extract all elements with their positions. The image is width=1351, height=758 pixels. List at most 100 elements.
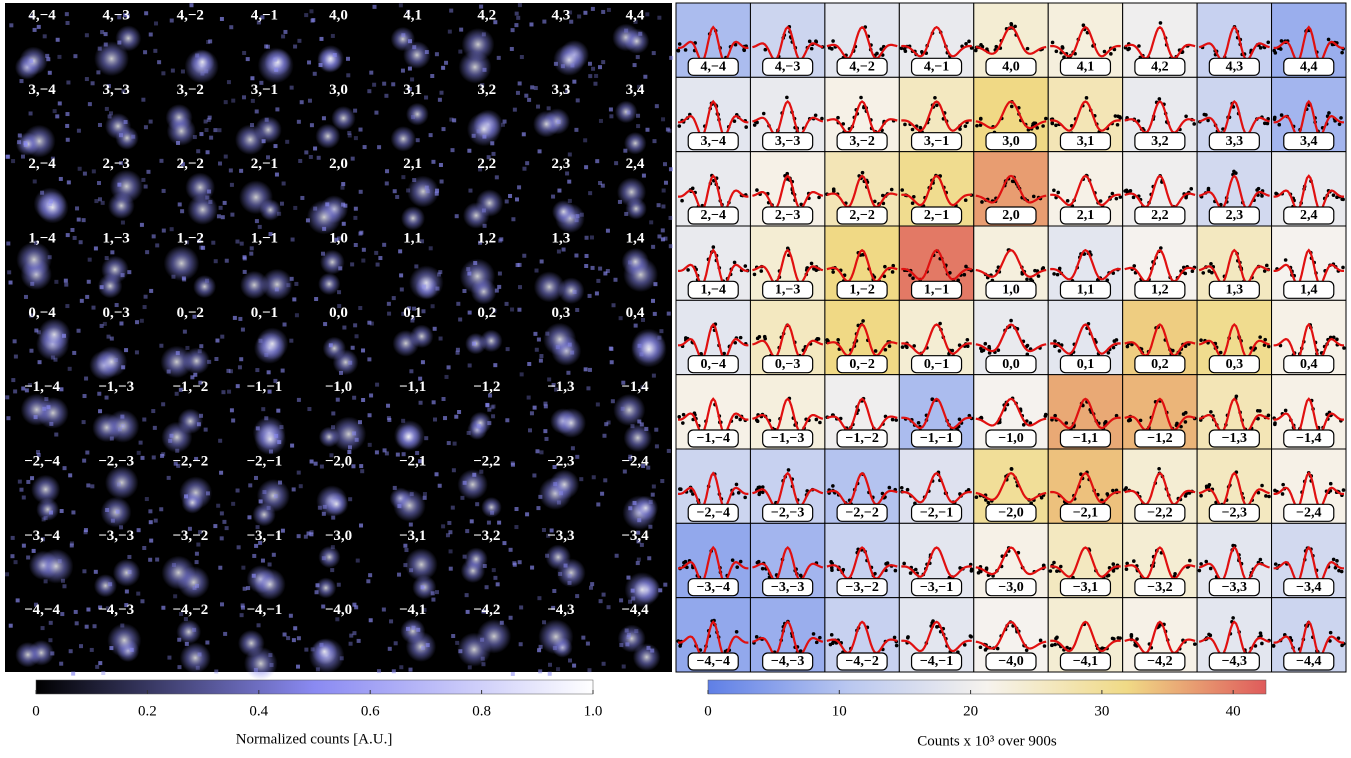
data-point (1055, 636, 1059, 640)
data-point (1010, 467, 1014, 471)
noise-pixel (127, 270, 131, 274)
noise-pixel (29, 349, 33, 353)
noise-pixel (387, 302, 391, 306)
noise-pixel (217, 214, 221, 218)
data-point (1341, 266, 1345, 270)
data-point (684, 48, 688, 52)
cell-label: 0,4 (626, 305, 645, 321)
cell-label: 3,4 (626, 82, 645, 98)
cell-label: 0,−1 (924, 357, 949, 372)
noise-pixel (49, 422, 53, 426)
noise-pixel (145, 250, 149, 254)
noise-pixel (538, 669, 542, 673)
noise-pixel (250, 123, 254, 127)
noise-pixel (275, 107, 279, 111)
data-point (677, 415, 681, 419)
noise-pixel (77, 329, 81, 333)
cell-label: −4,−1 (246, 602, 282, 618)
noise-pixel (162, 189, 166, 193)
intensity-blob (318, 546, 340, 568)
cell-label: 1,−1 (924, 283, 949, 298)
intensity-blob (618, 625, 646, 653)
noise-pixel (542, 20, 546, 24)
data-point (1267, 414, 1271, 418)
noise-pixel (233, 316, 237, 320)
noise-pixel (627, 633, 631, 637)
noise-pixel (481, 657, 485, 661)
noise-pixel (467, 431, 471, 435)
noise-pixel (184, 494, 188, 498)
cell-label: 1,1 (1077, 283, 1095, 298)
noise-pixel (509, 616, 513, 620)
noise-pixel (448, 530, 452, 534)
noise-pixel (323, 322, 327, 326)
data-point (874, 349, 878, 353)
data-point (1116, 636, 1120, 640)
noise-pixel (584, 165, 588, 169)
cell-label: 0,2 (1151, 357, 1169, 372)
noise-pixel (87, 280, 91, 284)
noise-pixel (518, 285, 522, 289)
noise-pixel (337, 290, 341, 294)
noise-pixel (467, 149, 471, 153)
noise-pixel (225, 526, 229, 530)
noise-pixel (374, 111, 378, 115)
intensity-blob (533, 111, 560, 138)
noise-pixel (579, 477, 583, 481)
noise-pixel (261, 407, 265, 411)
intensity-blob (407, 176, 439, 208)
noise-pixel (472, 473, 476, 477)
noise-pixel (44, 397, 48, 401)
noise-pixel (322, 227, 326, 231)
noise-pixel (409, 568, 413, 572)
noise-pixel (591, 67, 595, 71)
data-point (1209, 567, 1213, 571)
noise-pixel (246, 586, 250, 590)
noise-pixel (274, 494, 278, 498)
noise-pixel (542, 528, 546, 532)
data-point (1267, 495, 1271, 499)
noise-pixel (177, 638, 181, 642)
noise-pixel (552, 589, 556, 593)
noise-pixel (540, 259, 544, 263)
cell-label: −2,2 (1147, 506, 1172, 521)
noise-pixel (598, 267, 602, 271)
noise-pixel (653, 282, 657, 286)
data-point (686, 268, 690, 272)
noise-pixel (135, 350, 139, 354)
noise-pixel (628, 260, 632, 264)
noise-pixel (556, 345, 560, 349)
noise-pixel (594, 74, 598, 78)
noise-pixel (306, 218, 310, 222)
noise-pixel (401, 33, 405, 37)
data-point (739, 336, 743, 340)
intensity-blob (323, 337, 346, 360)
data-point (1198, 569, 1202, 573)
data-point (678, 124, 682, 128)
noise-pixel (294, 282, 298, 286)
noise-pixel (562, 248, 566, 252)
noise-pixel (206, 40, 210, 44)
noise-pixel (30, 476, 34, 480)
intensity-blob (534, 271, 565, 302)
noise-pixel (657, 234, 661, 238)
noise-pixel (585, 254, 589, 258)
data-point (1113, 339, 1117, 343)
noise-pixel (556, 667, 560, 671)
noise-pixel (520, 55, 524, 59)
noise-pixel (639, 352, 643, 356)
data-point (1234, 171, 1238, 175)
noise-pixel (100, 285, 104, 289)
data-point (883, 265, 887, 269)
data-point (911, 128, 915, 132)
noise-pixel (354, 136, 358, 140)
intensity-blob (622, 248, 650, 276)
noise-pixel (669, 56, 673, 60)
data-point (861, 319, 865, 323)
noise-pixel (363, 145, 367, 149)
noise-pixel (10, 554, 14, 558)
data-point (1116, 114, 1120, 118)
noise-pixel (241, 328, 245, 332)
noise-pixel (304, 648, 308, 652)
noise-pixel (426, 643, 430, 647)
